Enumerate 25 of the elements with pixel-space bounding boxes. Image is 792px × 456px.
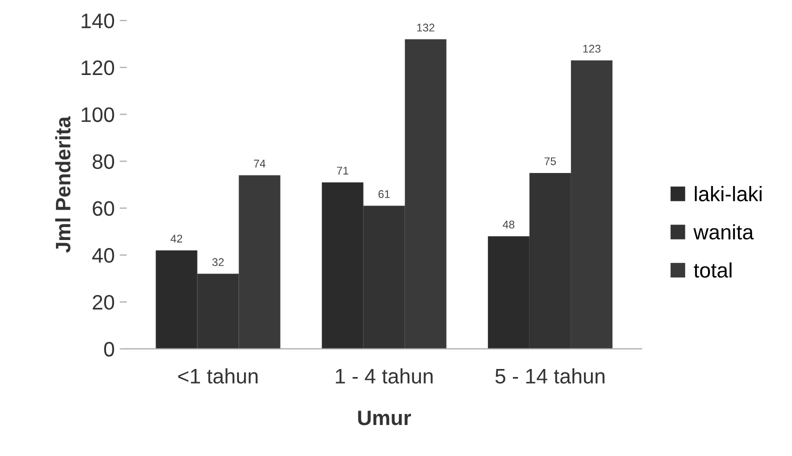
y-tick-label: 120 xyxy=(82,60,114,76)
y-tick-label: 60 xyxy=(92,201,114,216)
x-tick-label: <1 tahun xyxy=(178,368,258,384)
data-label: 132 xyxy=(417,24,434,32)
y-tick-label: 40 xyxy=(92,248,114,263)
data-label: 123 xyxy=(583,44,600,53)
y-tick-label: 0 xyxy=(104,342,114,357)
y-tick-label: 100 xyxy=(82,107,114,122)
data-label: 71 xyxy=(336,166,348,174)
data-label: 32 xyxy=(212,258,224,266)
data-label: 48 xyxy=(502,220,514,229)
y-tick-label: 20 xyxy=(92,294,114,310)
y-tick-label: 140 xyxy=(82,14,114,28)
x-tick-label: 5 - 14 tahun xyxy=(495,368,604,384)
x-axis-title: Umur xyxy=(358,410,412,426)
legend-label: laki-laki xyxy=(694,186,762,202)
data-label: 74 xyxy=(254,160,266,168)
legend-label: total xyxy=(694,262,732,278)
data-label: 61 xyxy=(378,190,390,198)
y-axis-title: Jml Penderita xyxy=(55,116,70,253)
x-tick-label: 1 - 4 tahun xyxy=(336,368,433,384)
legend-label: wanita xyxy=(693,224,754,240)
data-label: 42 xyxy=(170,234,182,242)
y-tick-label: 80 xyxy=(92,154,114,169)
data-label: 75 xyxy=(544,157,556,166)
